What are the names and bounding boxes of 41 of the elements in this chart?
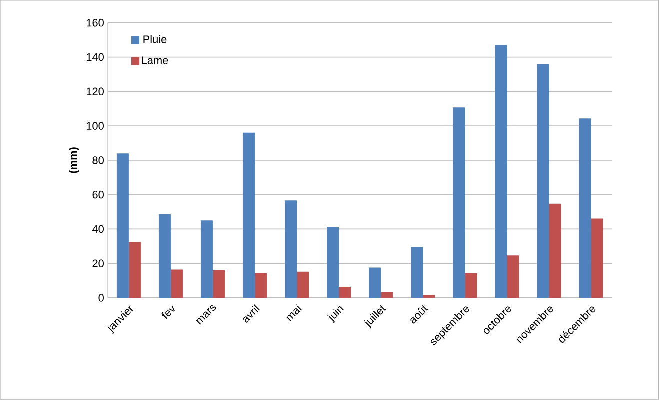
y-tick-label: 100 [86,122,104,130]
y-tick-label: 120 [86,88,104,96]
bar [591,218,604,298]
bar [200,220,213,298]
bar [327,228,340,298]
y-tick-label: 80 [92,156,104,164]
bar [339,287,352,298]
y-tick-label: 160 [86,19,104,27]
bar [158,214,171,298]
y-axis-title: (mm) [69,148,80,174]
bar [296,272,309,298]
bar [465,273,478,298]
x-tick-label: fev [162,306,176,320]
bar [284,200,297,298]
bar [423,295,436,298]
legend-label: Lame [142,56,168,64]
bar [507,256,520,298]
y-tick-label: 0 [98,294,104,302]
y-tick-label: 20 [92,260,104,268]
bar [369,268,382,298]
bar [453,108,466,298]
y-tick-label: 60 [92,191,104,199]
x-tick-label: mai [286,304,302,322]
bar [537,64,550,298]
x-tick-label: juin [327,306,344,324]
bar [495,45,508,298]
bar [411,247,424,298]
y-tick-label: 40 [92,225,104,234]
bar [254,273,267,298]
x-tick-label: août [410,306,429,324]
bar [170,270,183,298]
bar [579,118,592,298]
bar [381,292,394,298]
bar [242,132,255,298]
bar [116,154,129,298]
legend-label: Pluie [144,35,167,44]
y-tick-label: 140 [86,53,104,62]
bar [128,242,141,298]
x-tick-label: avril [243,304,260,323]
bar [549,204,562,298]
bar [212,270,225,298]
